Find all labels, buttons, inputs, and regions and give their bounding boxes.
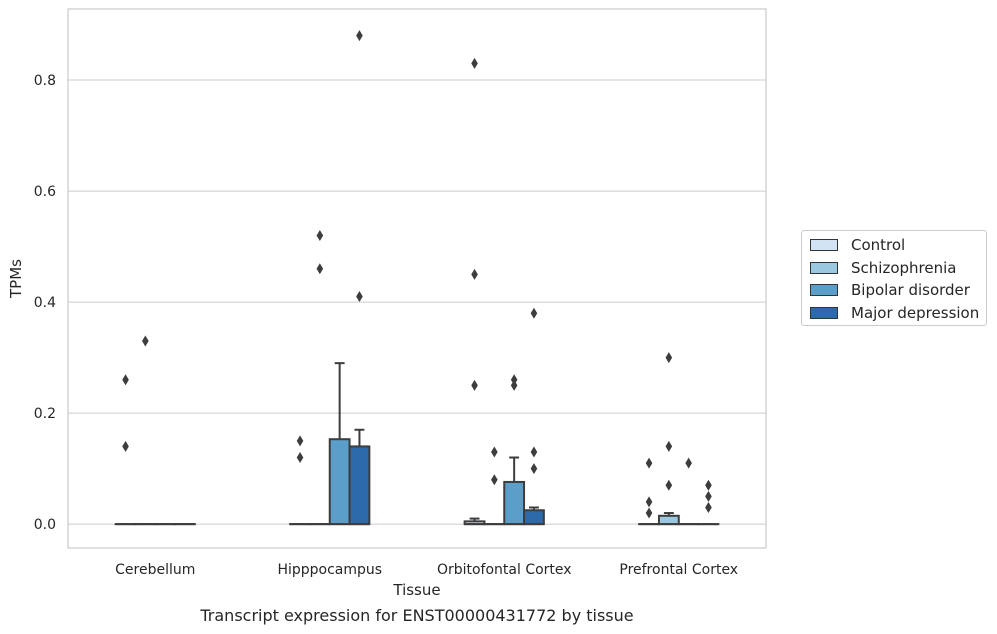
outlier-point xyxy=(122,374,129,386)
outlier-point xyxy=(705,501,712,513)
legend-label-control: Control xyxy=(851,236,906,254)
box-body xyxy=(328,438,351,526)
x-tick-label: Orbitofontal Cortex xyxy=(437,562,572,578)
outlier-point xyxy=(705,490,712,502)
outlier-point xyxy=(685,457,692,469)
box-body xyxy=(503,480,526,526)
outlier-point xyxy=(142,335,149,347)
chart-caption: Transcript expression for ENST0000043177… xyxy=(200,606,634,625)
outlier-point xyxy=(471,268,478,280)
legend-swatch-bipolar-disorder xyxy=(810,284,838,296)
legend-item-bipolar-disorder: Bipolar disorder xyxy=(810,280,970,300)
outlier-point xyxy=(122,440,129,452)
legend-label-schizophrenia: Schizophrenia xyxy=(851,259,957,277)
legend-label-bipolar-disorder: Bipolar disorder xyxy=(851,281,970,299)
y-tick-label: 0.4 xyxy=(34,295,56,311)
outlier-point xyxy=(491,474,498,486)
outlier-point xyxy=(665,352,673,364)
legend-swatch-major-depression xyxy=(810,307,838,319)
box-body xyxy=(523,509,545,526)
y-tick-label: 0.0 xyxy=(34,517,56,533)
x-tick-label: Cerebellum xyxy=(115,562,195,578)
outlier-point xyxy=(530,446,538,458)
y-axis-label: TPMs xyxy=(7,259,25,299)
legend-label-major-depression: Major depression xyxy=(851,304,980,322)
outlier-point xyxy=(471,57,478,69)
y-tick-label: 0.6 xyxy=(34,184,56,200)
outlier-point xyxy=(665,479,673,491)
outlier-point xyxy=(645,457,653,469)
outlier-point xyxy=(645,507,653,519)
outlier-point xyxy=(356,291,363,303)
plot-frame xyxy=(67,8,767,549)
legend: Control Schizophrenia Bipolar disorder M… xyxy=(801,230,987,326)
legend-item-control: Control xyxy=(810,235,905,255)
outlier-point xyxy=(665,440,673,452)
x-tick-label: Hipppocampus xyxy=(277,562,382,578)
outlier-point xyxy=(471,379,478,391)
outlier-point xyxy=(491,446,498,458)
box-body xyxy=(348,445,371,526)
outlier-point xyxy=(705,479,712,491)
outlier-point xyxy=(510,379,518,391)
outlier-point xyxy=(530,307,538,319)
legend-swatch-control xyxy=(810,239,838,251)
x-axis-label: Tissue xyxy=(392,581,440,599)
outlier-point xyxy=(510,374,518,386)
legend-item-schizophrenia: Schizophrenia xyxy=(810,258,956,278)
x-tick-label: Prefrontal Cortex xyxy=(619,562,738,578)
outlier-point xyxy=(296,452,304,464)
outlier-point xyxy=(530,463,538,475)
box-body xyxy=(657,514,680,526)
legend-swatch-schizophrenia xyxy=(810,262,838,274)
outlier-point xyxy=(356,30,363,42)
y-tick-label: 0.2 xyxy=(34,406,56,422)
outlier-point xyxy=(316,263,324,275)
y-tick-label: 0.8 xyxy=(34,73,56,89)
outlier-point xyxy=(296,435,304,447)
legend-item-major-depression: Major depression xyxy=(810,303,979,323)
outlier-point xyxy=(645,496,653,508)
outlier-point xyxy=(316,229,324,241)
